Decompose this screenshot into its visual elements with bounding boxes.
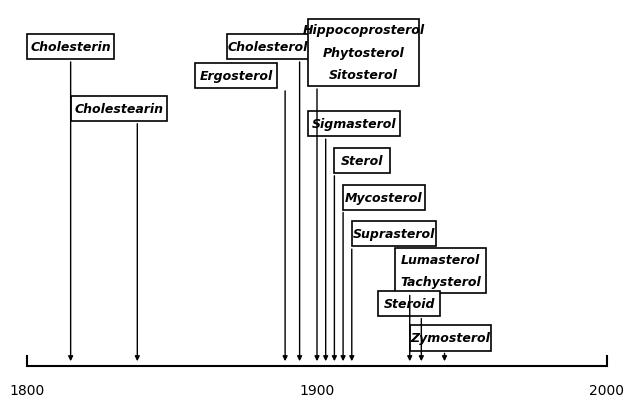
- Text: Steroid: Steroid: [384, 297, 435, 310]
- Text: Suprasterol: Suprasterol: [353, 228, 435, 241]
- Text: Phytosterol: Phytosterol: [323, 47, 404, 60]
- Text: Hippocoprosterol: Hippocoprosterol: [302, 24, 425, 37]
- Bar: [334, 148, 390, 174]
- Bar: [308, 112, 399, 137]
- Text: Ergosterol: Ergosterol: [200, 70, 273, 83]
- Text: Cholestearin: Cholestearin: [74, 103, 163, 115]
- Text: Cholesterol: Cholesterol: [228, 41, 308, 54]
- Bar: [343, 185, 425, 210]
- Bar: [308, 20, 418, 87]
- Text: Sigmasterol: Sigmasterol: [311, 118, 396, 131]
- Bar: [352, 222, 436, 247]
- Text: Mycosterol: Mycosterol: [345, 191, 423, 204]
- Text: Lumasterol: Lumasterol: [401, 253, 481, 266]
- Bar: [227, 35, 309, 60]
- Text: Sterol: Sterol: [341, 154, 384, 168]
- Text: 1800: 1800: [10, 383, 45, 397]
- Bar: [70, 97, 167, 122]
- Text: 1900: 1900: [299, 383, 335, 397]
- Text: 2000: 2000: [590, 383, 624, 397]
- Bar: [395, 249, 486, 293]
- Text: Sitosterol: Sitosterol: [329, 69, 398, 82]
- Bar: [378, 291, 440, 316]
- Text: Cholesterin: Cholesterin: [30, 41, 111, 54]
- Bar: [27, 35, 113, 60]
- Bar: [195, 64, 277, 89]
- Bar: [410, 326, 491, 350]
- Text: Zymosterol: Zymosterol: [411, 332, 491, 344]
- Text: Tachysterol: Tachysterol: [401, 275, 481, 288]
